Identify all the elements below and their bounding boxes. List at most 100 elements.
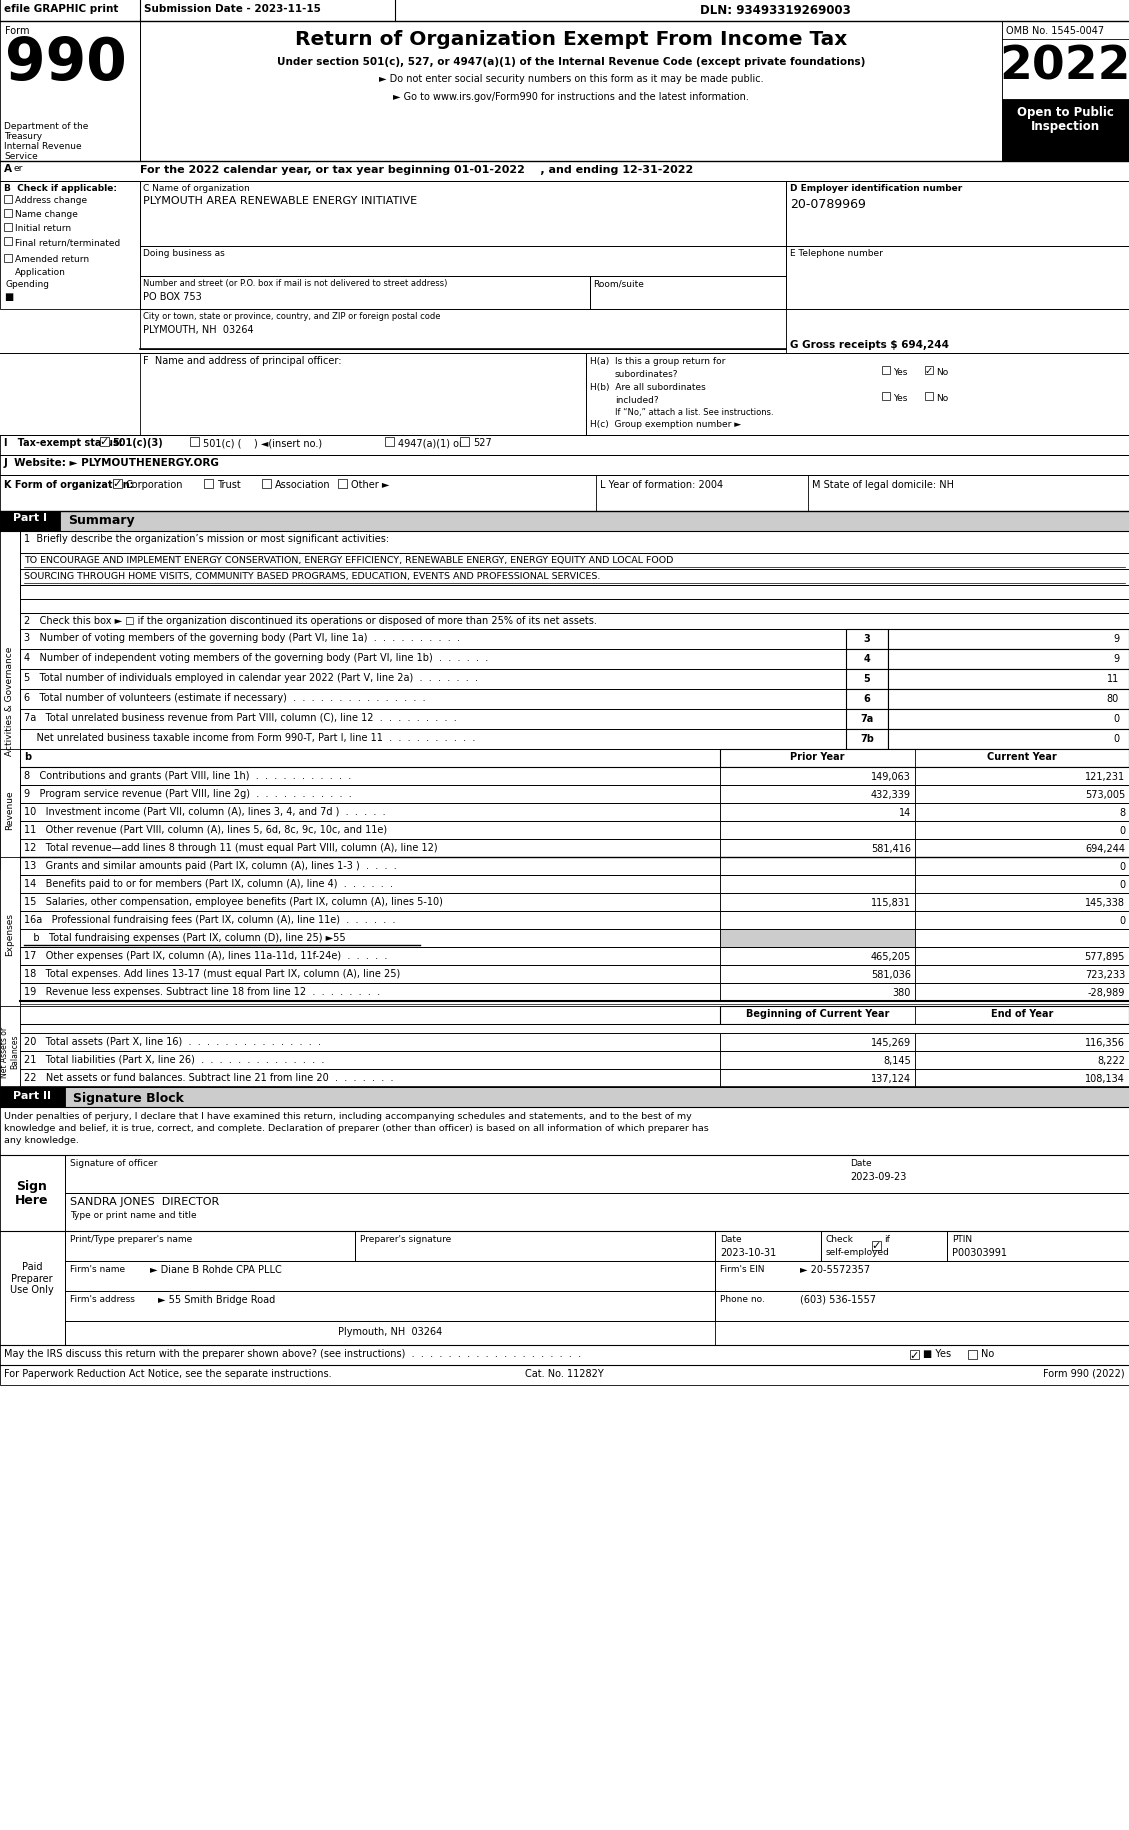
Bar — [914, 948, 1129, 966]
Text: Phone no.: Phone no. — [720, 1294, 764, 1303]
Text: 14: 14 — [899, 807, 911, 818]
Bar — [190, 437, 199, 447]
Bar — [140, 353, 586, 436]
Bar — [65, 1261, 715, 1292]
Text: No: No — [936, 393, 948, 403]
Bar — [720, 803, 914, 822]
Bar — [20, 690, 846, 710]
Text: K Form of organization:: K Form of organization: — [5, 479, 133, 490]
Text: 8,222: 8,222 — [1097, 1056, 1124, 1065]
Bar — [20, 1052, 720, 1069]
Text: self-employed: self-employed — [826, 1248, 890, 1257]
Bar — [20, 1069, 720, 1087]
Text: Signature of officer: Signature of officer — [70, 1158, 157, 1168]
Bar — [720, 1007, 1129, 1025]
Bar — [720, 1069, 914, 1087]
Bar — [947, 1232, 1129, 1261]
Bar — [20, 750, 720, 767]
Bar — [0, 0, 1129, 22]
Text: 581,416: 581,416 — [870, 844, 911, 853]
Text: PTIN: PTIN — [952, 1233, 972, 1243]
Text: subordinates?: subordinates? — [615, 370, 679, 379]
Text: Submission Date - 2023-11-15: Submission Date - 2023-11-15 — [145, 4, 321, 15]
Text: No: No — [981, 1349, 995, 1358]
Bar — [20, 650, 846, 670]
Text: ► Diane B Rohde CPA PLLC: ► Diane B Rohde CPA PLLC — [150, 1265, 282, 1274]
Bar — [65, 1193, 1129, 1232]
Text: H(c)  Group exemption number ►: H(c) Group exemption number ► — [590, 419, 741, 428]
Bar — [786, 309, 1129, 353]
Text: Type or print name and title: Type or print name and title — [70, 1210, 196, 1219]
Text: Address change: Address change — [15, 196, 87, 205]
Text: PO BOX 753: PO BOX 753 — [143, 291, 202, 302]
Bar — [715, 1261, 1129, 1292]
Text: 9: 9 — [1113, 653, 1119, 664]
Bar — [720, 767, 914, 785]
Text: Service: Service — [5, 152, 37, 161]
Text: G Gross receipts $ 694,244: G Gross receipts $ 694,244 — [790, 340, 949, 350]
Text: 577,895: 577,895 — [1085, 952, 1124, 961]
Text: 380: 380 — [893, 988, 911, 997]
Text: 7a   Total unrelated business revenue from Part VIII, column (C), line 12  .  . : 7a Total unrelated business revenue from… — [24, 712, 457, 723]
Text: M State of legal domicile: NH: M State of legal domicile: NH — [812, 479, 954, 490]
Bar — [5, 238, 12, 245]
Text: Activities & Governance: Activities & Governance — [6, 646, 15, 756]
Text: Summary: Summary — [68, 514, 134, 527]
Bar — [914, 1052, 1129, 1069]
Bar — [925, 366, 933, 375]
Bar — [20, 613, 1129, 630]
Bar — [872, 1241, 881, 1250]
Text: 20-0789969: 20-0789969 — [790, 198, 866, 210]
Text: 9   Program service revenue (Part VIII, line 2g)  .  .  .  .  .  .  .  .  .  .  : 9 Program service revenue (Part VIII, li… — [24, 789, 352, 798]
Text: Trust: Trust — [217, 479, 240, 490]
Text: Date: Date — [850, 1158, 872, 1168]
Bar — [914, 1069, 1129, 1087]
Bar — [0, 456, 1129, 476]
Text: 9: 9 — [1113, 633, 1119, 644]
Bar — [720, 983, 914, 1001]
Text: Other ►: Other ► — [351, 479, 390, 490]
Text: A: A — [5, 165, 12, 174]
Text: 4   Number of independent voting members of the governing body (Part VI, line 1b: 4 Number of independent voting members o… — [24, 653, 488, 662]
Text: knowledge and belief, it is true, correct, and complete. Declaration of preparer: knowledge and belief, it is true, correc… — [5, 1124, 709, 1133]
Text: 7a: 7a — [860, 714, 874, 723]
Bar — [889, 710, 1129, 730]
Bar — [925, 393, 933, 401]
Bar — [20, 893, 720, 911]
Text: 115,831: 115,831 — [870, 897, 911, 908]
Text: 0: 0 — [1113, 714, 1119, 723]
Text: 5: 5 — [864, 673, 870, 684]
Text: ► 20-5572357: ► 20-5572357 — [800, 1265, 870, 1274]
Bar — [5, 196, 12, 203]
Bar — [889, 670, 1129, 690]
Text: Form 990 (2022): Form 990 (2022) — [1043, 1369, 1124, 1378]
Text: 990: 990 — [5, 35, 126, 92]
Bar — [20, 930, 720, 948]
Bar — [20, 858, 720, 875]
Bar — [914, 966, 1129, 983]
Text: F  Name and address of principal officer:: F Name and address of principal officer: — [143, 355, 341, 366]
Text: er: er — [14, 165, 24, 172]
Text: Part II: Part II — [14, 1091, 51, 1100]
Bar — [20, 1007, 720, 1025]
Bar — [914, 767, 1129, 785]
Text: 80: 80 — [1106, 694, 1119, 703]
Text: 20   Total assets (Part X, line 16)  .  .  .  .  .  .  .  .  .  .  .  .  .  .  .: 20 Total assets (Part X, line 16) . . . … — [24, 1036, 321, 1047]
Bar — [715, 1292, 1129, 1321]
Bar — [0, 1232, 65, 1345]
Bar — [846, 670, 889, 690]
Text: 465,205: 465,205 — [870, 952, 911, 961]
Bar — [20, 983, 720, 1001]
Bar — [460, 437, 469, 447]
Bar — [914, 822, 1129, 840]
Bar — [20, 767, 720, 785]
Bar — [20, 710, 846, 730]
Bar — [720, 930, 914, 948]
Bar — [20, 1034, 720, 1052]
Text: Number and street (or P.O. box if mail is not delivered to street address): Number and street (or P.O. box if mail i… — [143, 278, 447, 287]
Bar — [5, 210, 12, 218]
Text: J  Website: ► PLYMOUTHENERGY.ORG: J Website: ► PLYMOUTHENERGY.ORG — [5, 458, 220, 468]
Text: b: b — [24, 752, 32, 761]
Bar — [720, 911, 914, 930]
Bar — [204, 479, 213, 489]
